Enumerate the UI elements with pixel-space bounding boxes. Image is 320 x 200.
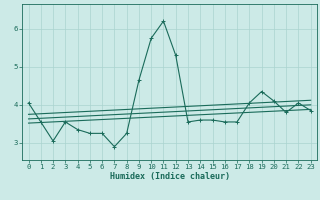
- X-axis label: Humidex (Indice chaleur): Humidex (Indice chaleur): [110, 172, 230, 181]
